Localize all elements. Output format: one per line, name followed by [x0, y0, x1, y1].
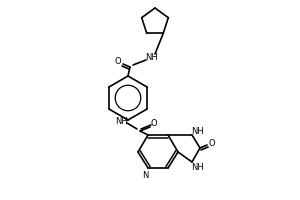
Text: O: O — [209, 138, 215, 148]
Text: NH: NH — [192, 164, 204, 172]
Text: NH: NH — [192, 127, 204, 136]
Text: NH: NH — [145, 52, 158, 62]
Text: NH: NH — [116, 116, 128, 126]
Text: O: O — [151, 119, 157, 129]
Text: N: N — [142, 170, 148, 180]
Text: O: O — [115, 56, 121, 66]
